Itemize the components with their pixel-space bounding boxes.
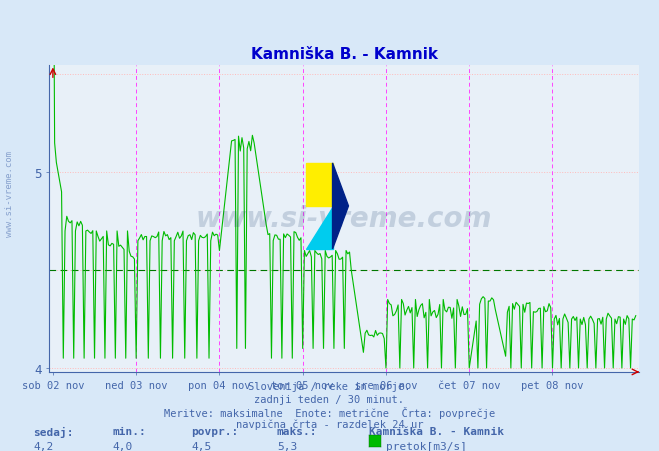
Polygon shape — [306, 207, 333, 249]
Title: Kamniška B. - Kamnik: Kamniška B. - Kamnik — [251, 46, 438, 61]
Text: 5,3: 5,3 — [277, 441, 297, 451]
Text: 4,5: 4,5 — [191, 441, 212, 451]
Text: 4,0: 4,0 — [112, 441, 132, 451]
Text: navpična črta - razdelek 24 ur: navpična črta - razdelek 24 ur — [236, 419, 423, 429]
Bar — [306, 164, 333, 207]
Text: povpr.:: povpr.: — [191, 426, 239, 436]
Text: zadnji teden / 30 minut.: zadnji teden / 30 minut. — [254, 394, 405, 404]
Text: www.si-vreme.com: www.si-vreme.com — [5, 151, 14, 237]
Text: sedaj:: sedaj: — [33, 426, 73, 437]
Text: maks.:: maks.: — [277, 426, 317, 436]
Text: Kamniška B. - Kamnik: Kamniška B. - Kamnik — [369, 426, 504, 436]
Text: Meritve: maksimalne  Enote: metrične  Črta: povprečje: Meritve: maksimalne Enote: metrične Črta… — [164, 406, 495, 419]
Text: pretok[m3/s]: pretok[m3/s] — [386, 441, 467, 451]
Text: Slovenija / reke in morje.: Slovenija / reke in morje. — [248, 381, 411, 391]
Polygon shape — [333, 164, 349, 249]
Text: www.si-vreme.com: www.si-vreme.com — [196, 205, 492, 233]
Text: min.:: min.: — [112, 426, 146, 436]
Text: 4,2: 4,2 — [33, 441, 53, 451]
